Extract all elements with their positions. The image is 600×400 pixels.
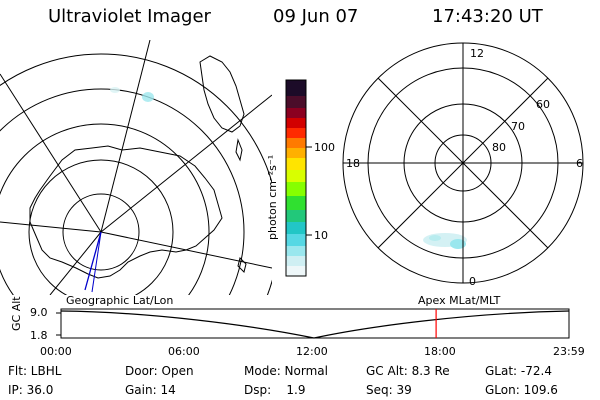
mlat-70-label: 70	[511, 120, 525, 133]
mlt-12-label: 12	[470, 47, 484, 60]
colorbar-label: photon cm⁻²s⁻¹	[266, 154, 279, 240]
colorbar-tick-low: 10	[314, 229, 328, 242]
glat-info: GLat: -72.4	[485, 364, 552, 378]
ip-info: IP: 36.0	[8, 383, 54, 397]
door-info: Door: Open	[125, 364, 194, 378]
altitude-plot	[56, 308, 570, 339]
time-label: 17:43:20 UT	[432, 6, 543, 27]
mlat-80-label: 80	[492, 141, 506, 154]
dsp-info: Dsp: 1.9	[244, 383, 306, 397]
gc-alt-info: GC Alt: 8.3 Re	[366, 364, 450, 378]
mode-info: Mode: Normal	[244, 364, 328, 378]
mlt-6-label: 6	[576, 157, 583, 170]
altitude-tick-high: 9.0	[30, 306, 48, 319]
xtick-3: 18:00	[424, 345, 456, 358]
apex-label: Apex MLat/MLT	[418, 294, 501, 307]
geographic-map	[0, 40, 272, 295]
altitude-ylabel: GC Alt	[10, 296, 23, 331]
mlt-0-label: 0	[469, 275, 476, 288]
xtick-2: 12:00	[296, 345, 328, 358]
date-label: 09 Jun 07	[273, 6, 359, 27]
altitude-tick-low: 1.8	[30, 329, 48, 342]
filter-info: Flt: LBHL	[8, 364, 62, 378]
xtick-4: 23:59	[553, 345, 585, 358]
xtick-0: 00:00	[40, 345, 72, 358]
colorbar	[285, 79, 312, 277]
geographic-label: Geographic Lat/Lon	[66, 294, 174, 307]
xtick-1: 06:00	[168, 345, 200, 358]
mlt-18-label: 18	[346, 157, 360, 170]
seq-info: Seq: 39	[366, 383, 412, 397]
glon-info: GLon: 109.6	[485, 383, 558, 397]
colorbar-tick-high: 100	[314, 141, 335, 154]
mlat-60-label: 60	[536, 98, 550, 111]
instrument-title: Ultraviolet Imager	[48, 6, 211, 27]
polar-plot	[342, 42, 584, 284]
gain-info: Gain: 14	[125, 383, 176, 397]
